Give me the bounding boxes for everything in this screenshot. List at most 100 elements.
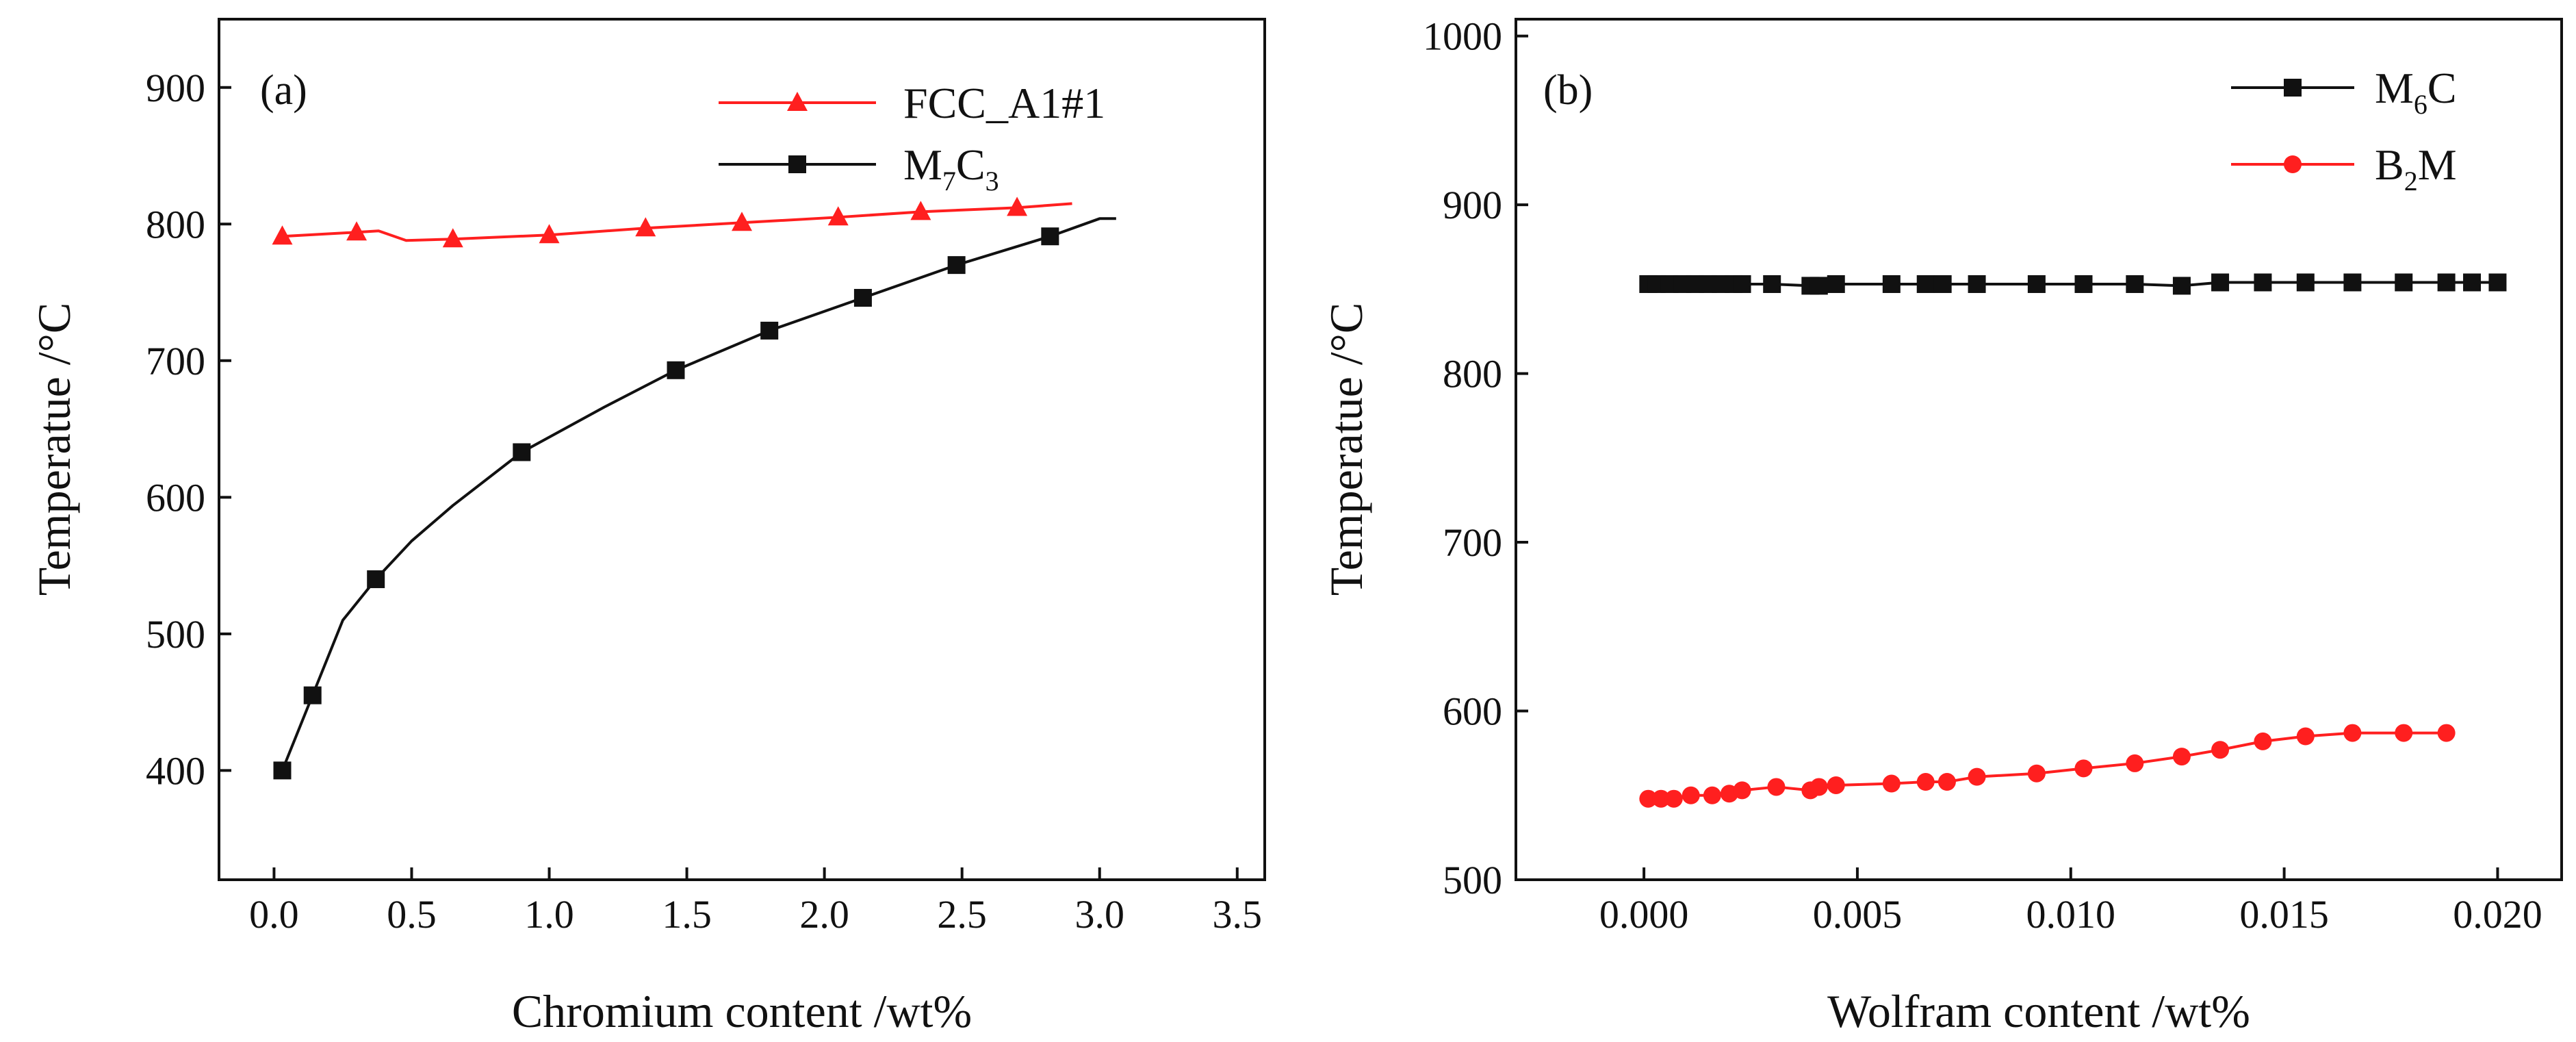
data-point-fcc-a1-1	[732, 212, 752, 231]
data-point-b2m	[1968, 767, 1986, 786]
legend-fcc-main: FCC_A1#1	[903, 79, 1105, 127]
panel-b-series	[1639, 273, 2507, 808]
x-tick-label: 3.0	[1074, 892, 1124, 937]
y-tick-label: 900	[1443, 183, 1502, 227]
data-point-b2m	[1733, 781, 1751, 800]
legend-label-m6c: M6C	[2375, 64, 2457, 120]
x-tick-label: 0.5	[387, 892, 437, 937]
data-point-m6c	[2126, 275, 2144, 293]
data-point-m6c	[2074, 275, 2093, 293]
data-point-b2m	[1682, 786, 1700, 804]
data-point-fcc-a1-1	[1007, 196, 1028, 216]
legend-marker-m6c	[2284, 79, 2302, 97]
data-point-m6c	[1763, 275, 1781, 293]
y-tick-label: 600	[146, 475, 205, 520]
panel-a-series	[272, 196, 1116, 780]
data-point-b2m	[2027, 764, 2046, 783]
legend-marker-m7c3	[788, 155, 806, 173]
data-point-m6c	[2395, 273, 2413, 292]
legend-m7c3-sub2: 3	[986, 166, 999, 196]
legend-entry-b2m: B2M	[2231, 140, 2457, 196]
legend-b2m-sub1: 2	[2404, 166, 2418, 196]
data-point-m6c	[1809, 277, 1828, 295]
legend-m7c3-main: M	[903, 140, 942, 189]
data-point-fcc-a1-1	[442, 228, 463, 248]
legend-symbol-fcc-a1-1	[787, 92, 808, 111]
legend-marker-fcc	[787, 92, 808, 111]
data-point-m6c	[2027, 275, 2046, 293]
data-point-b2m	[1827, 776, 1845, 794]
data-point-fcc-a1-1	[910, 201, 931, 220]
data-point-b2m	[1703, 786, 1721, 804]
data-point-b2m	[2074, 759, 2093, 778]
x-tick-label: 2.0	[799, 892, 849, 937]
y-tick-label: 400	[146, 748, 205, 793]
data-point-m6c	[1968, 275, 1986, 293]
series-line-fcc-a1-1	[282, 202, 1072, 242]
data-point-m6c	[2437, 273, 2456, 292]
data-point-b2m	[1882, 774, 1901, 793]
x-tick-label: 1.0	[524, 892, 574, 937]
legend-m6c-mid: C	[2427, 64, 2457, 112]
data-point-b2m	[2126, 754, 2144, 772]
data-point-fcc-a1-1	[539, 224, 560, 244]
y-tick-label: 700	[146, 339, 205, 383]
legend-entry-m6c: M6C	[2231, 64, 2457, 120]
data-point-m6c	[2172, 277, 2191, 295]
legend-label-fcc: FCC_A1#1	[903, 79, 1105, 127]
panel-b-plot-frame	[1515, 18, 2563, 881]
legend-b2m-main: B	[2375, 140, 2404, 189]
data-point-b2m	[2254, 732, 2272, 750]
legend-symbol-m7c3	[788, 155, 806, 173]
data-point-b2m	[2343, 724, 2362, 742]
data-point-b2m	[1639, 789, 1658, 808]
data-point-m7c3	[1041, 227, 1059, 246]
data-point-b2m	[2172, 748, 2191, 766]
data-point-m7c3	[760, 321, 779, 340]
panel-a-y-ticks: 400 500 600 700 800 900	[146, 66, 231, 793]
data-point-m6c	[1827, 275, 1845, 293]
data-point-m7c3	[367, 570, 385, 589]
data-point-fcc-a1-1	[272, 225, 293, 245]
data-point-fcc-a1-1	[346, 221, 368, 241]
data-point-m7c3	[947, 256, 966, 275]
series-line-m7c3	[281, 217, 1116, 772]
legend-entry-m7c3: M7C3	[719, 140, 999, 196]
panel-b-y-axis-title: Temperatue /°C	[1320, 303, 1372, 596]
data-point-m6c	[2254, 273, 2272, 292]
y-tick-label: 900	[146, 66, 205, 110]
panel-a-x-ticks: 0.0 0.5 1.0 1.5 2.0 2.5 3.0 3.5	[249, 867, 1262, 937]
y-tick-label: 1000	[1423, 14, 1502, 59]
legend-m7c3-sub1: 7	[942, 166, 956, 196]
legend-marker-b2m	[2284, 155, 2302, 173]
y-tick-label: 800	[1443, 352, 1502, 396]
x-tick-label: 0.000	[1599, 892, 1689, 937]
panel-b-x-ticks: 0.000 0.005 0.010 0.015 0.020	[1599, 867, 2542, 937]
data-point-b2m	[2395, 724, 2413, 742]
panel-b-chart: 0.000 0.005 0.010 0.015 0.020 500 600 700 800 90…	[1320, 14, 2563, 1037]
legend-m6c-sub1: 6	[2414, 89, 2427, 120]
panel-a-y-axis-title: Temperatue /°C	[28, 303, 80, 596]
data-point-b2m	[2211, 741, 2230, 759]
panel-b-label: (b)	[1543, 67, 1593, 114]
x-tick-label: 0.015	[2239, 892, 2329, 937]
data-point-m6c	[2463, 273, 2482, 292]
panel-a-label: (a)	[260, 67, 307, 114]
data-point-b2m	[1809, 778, 1828, 796]
data-point-fcc-a1-1	[827, 206, 849, 226]
data-point-m6c	[1916, 275, 1935, 293]
y-tick-label: 700	[1443, 520, 1502, 565]
x-tick-label: 1.5	[662, 892, 712, 937]
data-point-b2m	[2296, 727, 2315, 746]
data-point-b2m	[1767, 778, 1786, 796]
data-point-b2m	[1664, 789, 1683, 808]
data-point-fcc-a1-1	[635, 217, 656, 237]
legend-symbol-b2m	[2284, 155, 2302, 173]
panel-b-y-ticks: 500 600 700 800 900 1000	[1423, 14, 1528, 902]
y-tick-label: 600	[1443, 689, 1502, 734]
y-tick-label: 800	[146, 202, 205, 246]
data-point-m6c	[1733, 275, 1751, 293]
data-point-m7c3	[513, 443, 531, 461]
data-point-m6c	[2488, 273, 2507, 292]
